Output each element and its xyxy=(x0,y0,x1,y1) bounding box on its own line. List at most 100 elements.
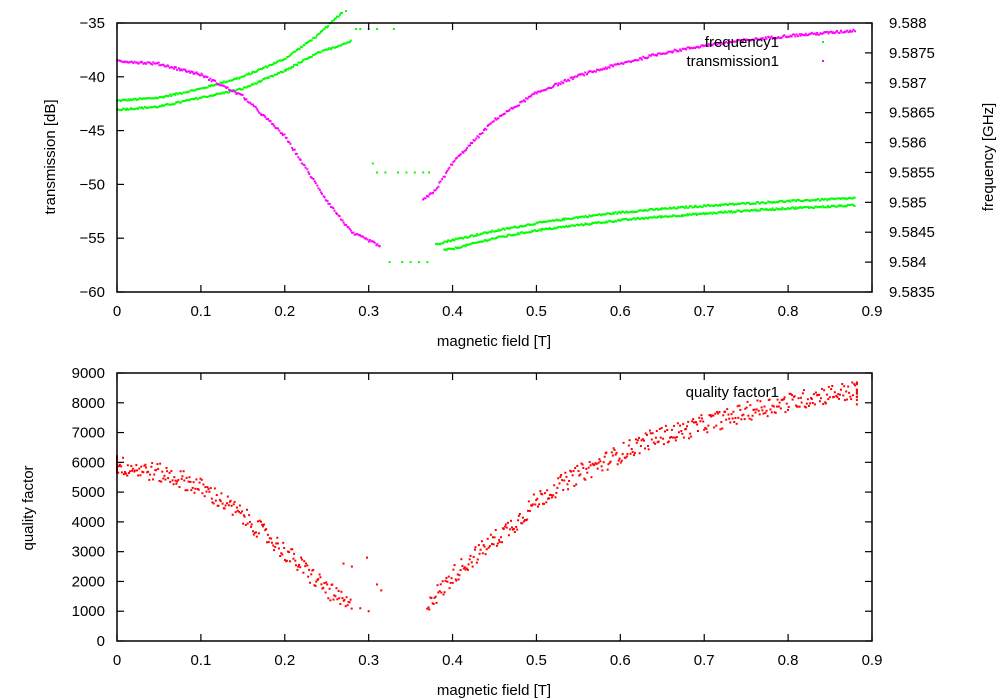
data-point xyxy=(705,427,708,430)
data-point xyxy=(810,199,813,202)
data-point xyxy=(791,206,794,209)
data-point xyxy=(568,225,571,228)
data-point xyxy=(269,75,272,78)
data-point xyxy=(735,210,738,213)
data-point xyxy=(568,479,571,482)
data-point xyxy=(679,215,682,218)
data-point xyxy=(371,240,374,243)
data-point xyxy=(159,462,162,465)
data-point xyxy=(718,211,721,214)
data-point xyxy=(599,460,602,463)
data-point xyxy=(842,205,845,208)
data-point xyxy=(320,583,323,586)
data-point xyxy=(536,505,539,508)
data-point xyxy=(161,470,164,473)
data-point xyxy=(148,97,151,100)
data-point xyxy=(513,225,516,228)
data-point xyxy=(272,63,275,66)
data-point xyxy=(361,235,364,238)
data-point xyxy=(715,41,718,44)
data-point xyxy=(594,221,597,224)
data-point xyxy=(316,52,319,55)
data-point xyxy=(175,101,178,104)
data-point xyxy=(173,102,176,105)
data-point xyxy=(787,405,790,408)
data-point xyxy=(809,402,812,405)
data-point xyxy=(190,70,193,73)
data-point xyxy=(497,235,500,238)
data-point xyxy=(499,536,502,539)
data-point xyxy=(798,206,801,209)
data-point xyxy=(318,32,321,35)
data-point xyxy=(530,231,533,234)
data-point xyxy=(341,219,344,222)
data-point xyxy=(128,61,131,64)
data-point xyxy=(849,204,852,207)
data-point xyxy=(533,229,536,232)
data-point xyxy=(271,122,274,125)
data-point xyxy=(251,83,254,86)
data-point xyxy=(306,42,309,45)
data-point xyxy=(644,447,647,450)
data-point xyxy=(249,73,252,76)
data-point xyxy=(818,33,821,36)
data-point xyxy=(666,216,669,219)
data-point xyxy=(176,101,179,104)
data-point xyxy=(603,213,606,216)
data-point xyxy=(467,236,470,239)
data-point xyxy=(227,504,230,507)
data-point xyxy=(708,204,711,207)
data-point xyxy=(162,477,165,480)
data-point xyxy=(813,207,816,210)
data-point xyxy=(257,532,260,535)
data-point xyxy=(824,401,827,404)
data-point xyxy=(429,192,432,195)
data-point xyxy=(473,548,476,551)
data-point xyxy=(632,59,635,62)
data-point xyxy=(481,240,484,243)
data-point xyxy=(712,414,715,417)
data-point xyxy=(793,33,796,36)
data-point xyxy=(627,211,630,214)
data-point xyxy=(819,32,822,35)
data-point xyxy=(672,50,675,53)
data-point xyxy=(690,205,693,208)
data-point xyxy=(190,489,193,492)
data-point xyxy=(851,381,854,384)
data-point xyxy=(623,211,626,214)
data-point xyxy=(840,197,843,200)
data-point xyxy=(326,583,329,586)
data-point xyxy=(126,99,129,102)
data-point xyxy=(149,473,152,476)
data-point xyxy=(545,88,548,91)
x-tick-label: 0.6 xyxy=(610,303,631,320)
data-point xyxy=(612,447,615,450)
data-point xyxy=(450,577,453,580)
data-point xyxy=(855,396,858,399)
data-point xyxy=(438,181,441,184)
data-point xyxy=(435,187,438,190)
data-point xyxy=(820,206,823,209)
data-point xyxy=(587,71,590,74)
data-point xyxy=(510,519,513,522)
data-point xyxy=(208,95,211,98)
data-point xyxy=(833,198,836,201)
data-point xyxy=(680,214,683,217)
data-point xyxy=(197,73,200,76)
data-point xyxy=(280,71,283,74)
data-point xyxy=(254,71,257,74)
data-point xyxy=(740,39,743,42)
data-point xyxy=(612,220,615,223)
data-point xyxy=(465,567,468,570)
data-point xyxy=(602,67,605,70)
data-point xyxy=(140,106,143,109)
data-point xyxy=(500,228,503,231)
data-point xyxy=(655,54,658,57)
data-point xyxy=(761,409,764,412)
data-point xyxy=(255,531,258,534)
data-point xyxy=(179,470,182,473)
y-tick-label: 8000 xyxy=(72,395,105,412)
data-point xyxy=(653,215,656,218)
data-point xyxy=(807,199,810,202)
data-point xyxy=(211,501,214,504)
